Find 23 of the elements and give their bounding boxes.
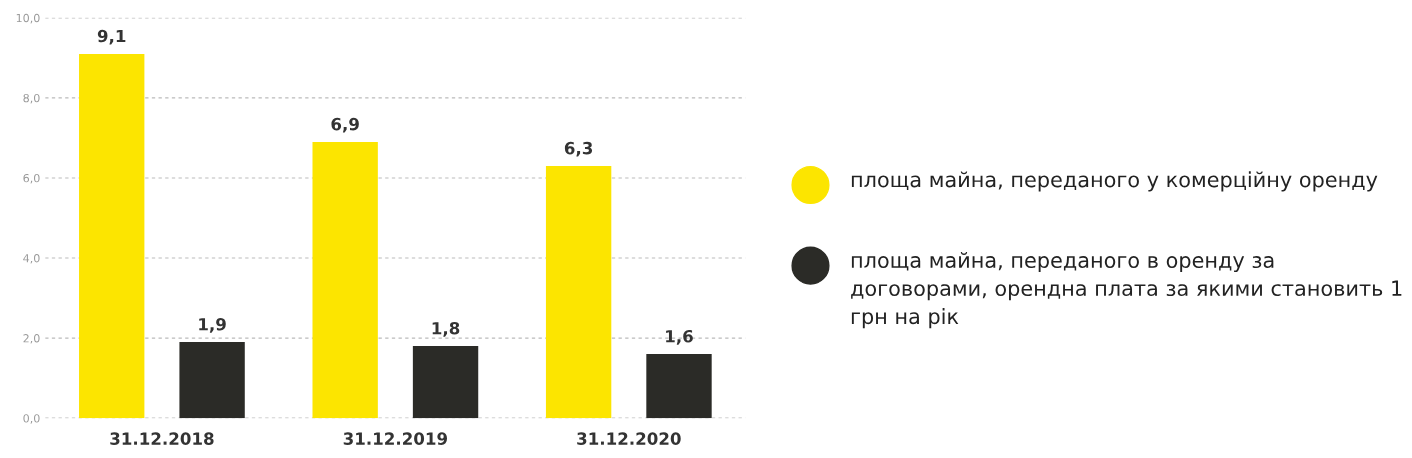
bar	[179, 342, 245, 419]
data-label: 1,6	[666, 329, 693, 345]
data-label: 6,3	[564, 141, 593, 157]
bar	[312, 141, 378, 419]
bar	[79, 53, 145, 419]
x-tick-label: 31.12.2020	[577, 432, 681, 445]
data-label: 6,9	[331, 117, 359, 133]
y-tick-label: 0,0	[23, 414, 40, 424]
y-tick-label: 4,0	[23, 254, 40, 264]
x-tick-label: 31.12.2018	[110, 432, 214, 445]
y-tick-label: 2,0	[23, 334, 40, 344]
y-tick-label: 6,0	[23, 173, 40, 184]
bar	[412, 346, 479, 419]
bar	[545, 165, 612, 419]
y-tick-label: 8,0	[23, 93, 40, 104]
data-label: 1,8	[432, 321, 460, 337]
data-label: 1,9	[199, 317, 226, 333]
y-tick-label: 10,0	[16, 13, 40, 24]
legend-label: площа майна, переданого в оренду за договорами, орендна плата за якими становить 1 грн на рік	[851, 252, 1402, 329]
bar	[646, 354, 712, 419]
legend-label: площа майна, переданого у комерційну оренду	[851, 171, 1378, 192]
x-tick-label: 31.12.2019	[343, 432, 448, 445]
data-label: 9,1	[97, 29, 126, 45]
